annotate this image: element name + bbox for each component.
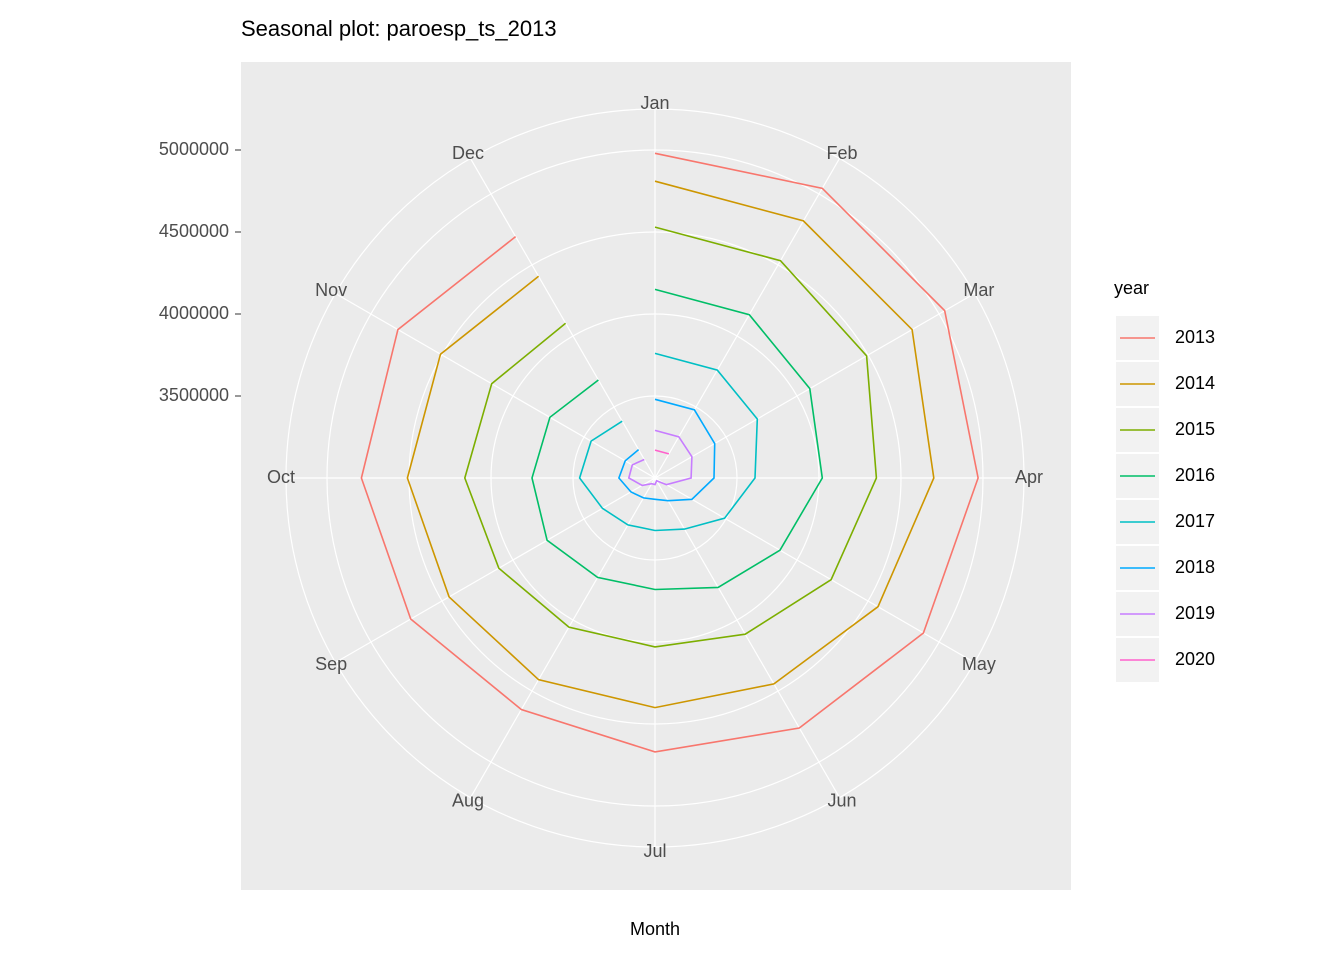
legend-label: 2013 <box>1175 327 1215 347</box>
y-tick-label: 5000000 <box>159 139 229 159</box>
chart-title: Seasonal plot: paroesp_ts_2013 <box>241 16 557 41</box>
y-tick-label: 3500000 <box>159 385 229 405</box>
y-tick-label: 4000000 <box>159 303 229 323</box>
x-axis-label: Month <box>630 919 680 939</box>
series-line <box>406 180 935 709</box>
y-tick-label: 4500000 <box>159 221 229 241</box>
series-line <box>463 226 878 648</box>
legend-label: 2019 <box>1175 603 1215 623</box>
series-line <box>627 429 693 487</box>
series-line <box>578 352 759 532</box>
grid-spoke <box>654 292 975 479</box>
legend-title: year <box>1114 278 1149 298</box>
x-tick-label: Jun <box>827 791 856 811</box>
x-tick-label: Apr <box>1015 467 1043 487</box>
grid-spoke <box>469 158 656 479</box>
grid-spoke <box>335 292 656 479</box>
series-line <box>360 152 979 753</box>
grid-spoke <box>654 477 841 798</box>
legend-label: 2018 <box>1175 557 1215 577</box>
x-tick-label: Sep <box>315 654 347 674</box>
legend-label: 2017 <box>1175 511 1215 531</box>
x-tick-label: Aug <box>452 791 484 811</box>
x-tick-label: Feb <box>826 143 857 163</box>
x-tick-label: Jul <box>643 841 666 861</box>
grid-spoke <box>654 158 841 479</box>
x-tick-label: Jan <box>640 93 669 113</box>
series-line <box>617 398 716 502</box>
x-tick-label: Mar <box>963 280 994 300</box>
legend-label: 2014 <box>1175 373 1215 393</box>
legend-label: 2015 <box>1175 419 1215 439</box>
x-tick-label: Dec <box>452 143 484 163</box>
x-tick-label: May <box>962 654 996 674</box>
x-tick-label: Nov <box>315 280 347 300</box>
legend-label: 2016 <box>1175 465 1215 485</box>
grid-spoke <box>654 477 975 664</box>
series-line <box>654 449 670 455</box>
series-line <box>531 288 824 591</box>
x-tick-label: Oct <box>267 467 295 487</box>
legend-label: 2020 <box>1175 649 1215 669</box>
grid-spoke <box>469 477 656 798</box>
